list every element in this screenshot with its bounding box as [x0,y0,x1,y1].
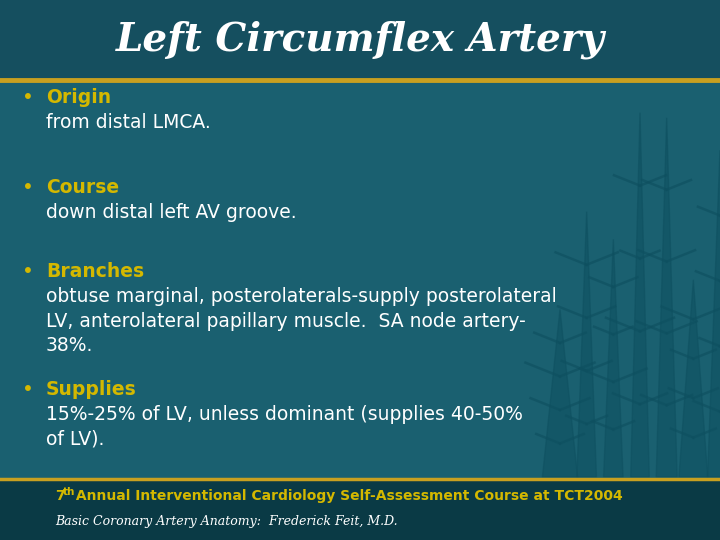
Text: Course: Course [46,178,119,197]
Text: down distal left AV groove.: down distal left AV groove. [46,204,297,222]
Text: Left Circumflex Artery: Left Circumflex Artery [115,21,605,59]
Text: •: • [22,88,34,107]
Polygon shape [708,150,720,477]
Polygon shape [679,280,708,477]
Text: •: • [22,262,34,281]
Text: 15%-25% of LV, unless dominant (supplies 40-50%
of LV).: 15%-25% of LV, unless dominant (supplies… [46,406,523,449]
Text: Origin: Origin [46,88,111,107]
Text: obtuse marginal, posterolaterals-supply posterolateral
LV, anterolateral papilla: obtuse marginal, posterolaterals-supply … [46,287,557,355]
Polygon shape [656,118,677,477]
Text: Supplies: Supplies [46,380,137,399]
Text: from distal LMCA.: from distal LMCA. [46,113,211,132]
Text: th: th [63,487,76,497]
Bar [0,0,720,80]
Text: Annual Interventional Cardiology Self-Assessment Course at TCT2004: Annual Interventional Cardiology Self-As… [71,489,623,503]
Polygon shape [542,309,577,477]
Text: •: • [22,380,34,399]
Polygon shape [631,113,649,477]
Text: •: • [22,178,34,197]
Polygon shape [603,239,623,477]
Bar [0,479,720,540]
Text: Basic Coronary Artery Anatomy:  Frederick Feit, M.D.: Basic Coronary Artery Anatomy: Frederick… [55,515,397,528]
Polygon shape [577,212,596,477]
Text: Branches: Branches [46,262,144,281]
Text: 7: 7 [55,489,65,503]
